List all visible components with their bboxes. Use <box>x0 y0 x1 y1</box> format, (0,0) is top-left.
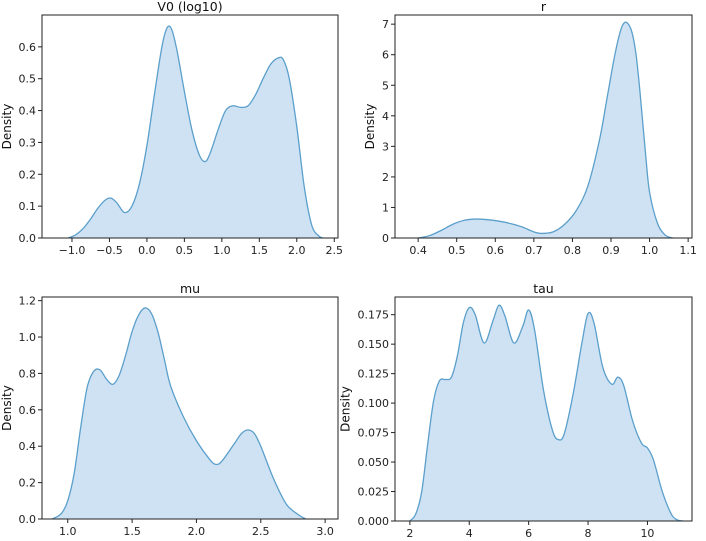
axes-frame <box>41 14 339 239</box>
x-tick-label: 6 <box>525 527 532 540</box>
y-tick-label: 0.1 <box>19 200 37 213</box>
y-tick-label: 0.100 <box>358 397 390 410</box>
axes-frame <box>394 14 693 239</box>
density-line <box>67 25 324 239</box>
y-tick-label: 0.0 <box>19 232 37 245</box>
y-tick-label: 0.075 <box>358 427 390 440</box>
y-tick-label: 2 <box>382 171 389 184</box>
y-tick-label: 0.6 <box>19 41 37 54</box>
density-area <box>409 305 684 521</box>
axes-frame <box>394 296 693 522</box>
x-tick-label: 0.6 <box>487 244 505 257</box>
y-tick-label: 0.050 <box>358 456 390 469</box>
chart-title: tau <box>533 281 553 296</box>
y-tick-label: 0 <box>382 232 389 245</box>
y-tick-label: 0.150 <box>358 338 390 351</box>
x-tick-label: 2.5 <box>252 525 270 538</box>
x-tick-label: 1.1 <box>679 244 697 257</box>
y-tick-label: 0.025 <box>358 486 390 499</box>
x-tick-label: 0.8 <box>564 244 582 257</box>
y-tick-label: 3 <box>382 140 389 153</box>
density-area <box>418 22 673 238</box>
y-axis-label: Density <box>0 385 14 431</box>
y-tick-label: 0.5 <box>19 73 37 86</box>
x-tick-label: 1.0 <box>641 244 659 257</box>
x-tick-label: 2.5 <box>326 244 344 257</box>
y-axis-label: Density <box>339 386 353 432</box>
y-tick-label: 5 <box>382 79 389 92</box>
x-tick-label: 10 <box>640 527 654 540</box>
y-tick-label: 0.4 <box>19 105 37 118</box>
y-tick-label: 0.000 <box>358 515 390 528</box>
y-tick-label: 0.3 <box>19 136 37 149</box>
y-tick-label: 1.0 <box>19 331 37 344</box>
density-line <box>418 21 673 239</box>
y-tick-label: 0.8 <box>19 367 37 380</box>
x-tick-label: 0.5 <box>448 244 466 257</box>
y-tick-label: 7 <box>382 18 389 31</box>
y-tick-label: 0.0 <box>19 513 37 526</box>
chart-title: mu <box>180 281 200 296</box>
y-tick-label: 0.4 <box>19 440 37 453</box>
y-tick-label: 1.2 <box>19 295 37 308</box>
density-area <box>52 307 306 519</box>
y-axis-label: Density <box>363 104 377 150</box>
x-tick-label: 0.5 <box>176 244 194 257</box>
panel-v0-density: −1.0 −0.5 0.0 0.5 1.0 1.5 2.0 2.5 0.0 0.1 0.2 0.3 0.… <box>0 0 343 257</box>
x-tick-label: −0.5 <box>96 244 123 257</box>
axes-frame <box>41 296 339 520</box>
y-tick-label: 0.6 <box>19 404 37 417</box>
y-tick-label: 0.2 <box>19 477 37 490</box>
x-tick-label: 0.0 <box>138 244 156 257</box>
x-tick-label: 2 <box>406 527 413 540</box>
x-tick-label: 2.0 <box>288 244 306 257</box>
x-tick-label: 1.5 <box>251 244 269 257</box>
density-area <box>68 25 324 239</box>
density-line <box>409 304 684 522</box>
x-tick-label: 2.0 <box>188 525 206 538</box>
density-line <box>51 307 307 520</box>
x-tick-label: 1.0 <box>59 525 77 538</box>
panel-r-density: 0.4 0.5 0.6 0.7 0.8 0.9 1.0 1.1 0 1 2 3 4 5 6 7 r Density <box>363 0 697 257</box>
y-axis-label: Density <box>0 104 14 150</box>
y-tick-label: 4 <box>382 110 389 123</box>
y-tick-label: 0.175 <box>358 309 390 322</box>
x-tick-label: 1.5 <box>123 525 141 538</box>
x-tick-label: 4 <box>466 527 473 540</box>
x-tick-label: −1.0 <box>59 244 86 257</box>
y-tick-label: 0.2 <box>19 168 37 181</box>
x-tick-label: 1.0 <box>213 244 231 257</box>
x-tick-label: 0.7 <box>525 244 543 257</box>
chart-title: V0 (log10) <box>157 0 222 14</box>
y-tick-label: 0.125 <box>358 368 390 381</box>
panel-mu-density: 1.0 1.5 2.0 2.5 3.0 0.0 0.2 0.4 0.6 0.8 1.0 1.2 mu De… <box>0 281 339 538</box>
x-tick-label: 3.0 <box>316 525 334 538</box>
x-tick-label: 0.4 <box>409 244 427 257</box>
x-tick-label: 0.9 <box>602 244 620 257</box>
y-tick-label: 6 <box>382 49 389 62</box>
y-tick-label: 1 <box>382 201 389 214</box>
chart-title: r <box>541 0 547 14</box>
panel-tau-density: 2 4 6 8 10 0.000 0.025 0.050 0.075 0.100 0.125 0.15… <box>339 281 693 540</box>
x-tick-label: 8 <box>585 527 592 540</box>
